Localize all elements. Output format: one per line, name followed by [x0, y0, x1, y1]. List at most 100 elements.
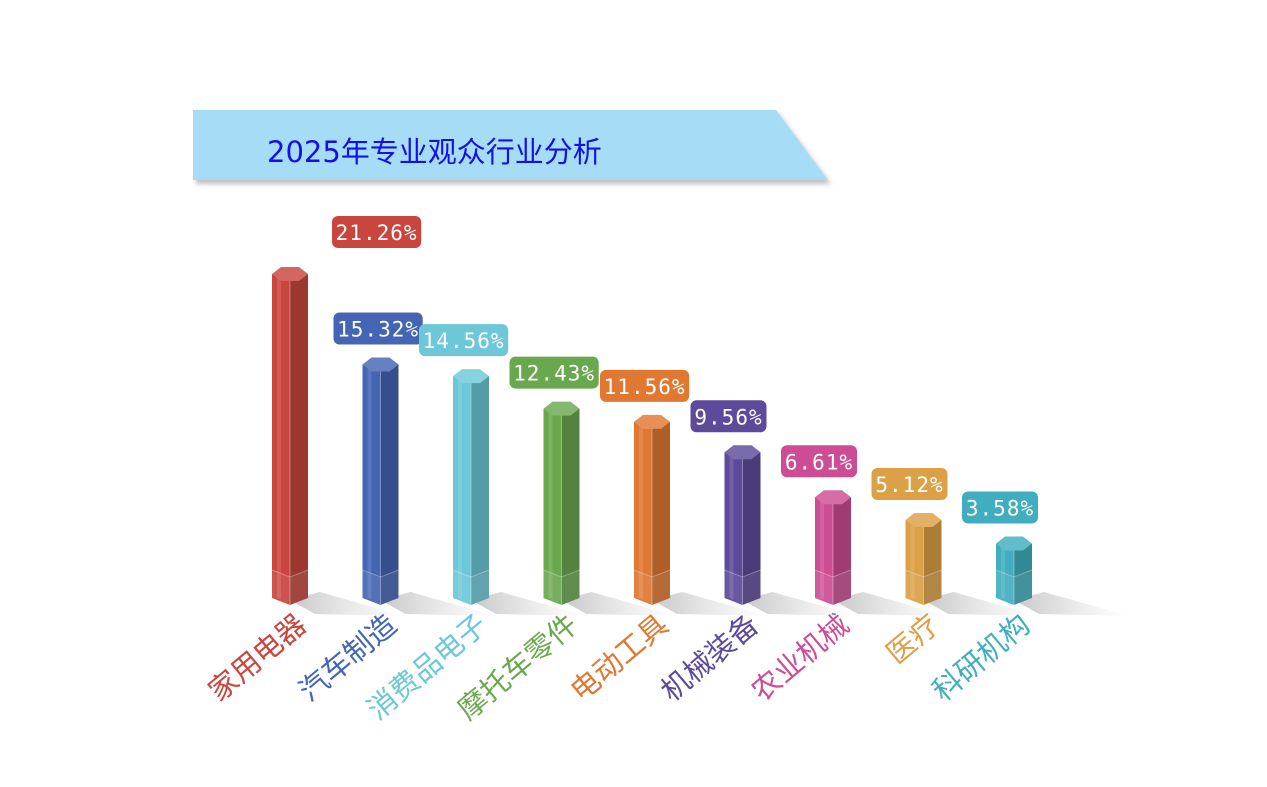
bar — [362, 357, 399, 605]
bar — [995, 536, 1033, 605]
data-label: 6.61% — [781, 445, 857, 478]
category-label: 医疗 — [880, 607, 946, 670]
category-label: 家用电器 — [202, 607, 313, 708]
bar-cap — [815, 490, 851, 505]
data-label: 21.26% — [332, 216, 422, 248]
bar — [633, 414, 671, 605]
data-label: 9.56% — [690, 400, 767, 433]
bar-face-right — [1014, 543, 1032, 605]
bar-highlight — [1001, 546, 1005, 599]
data-label-text: 21.26% — [336, 221, 418, 245]
bar-reflection — [905, 570, 942, 605]
data-label: 15.32% — [333, 312, 423, 345]
data-label-box — [509, 356, 599, 389]
data-labels: 21.26% 15.32% 14.56% 12.43% 11.56% 9.56% 6.61%… — [332, 216, 1038, 524]
bar-cap — [543, 401, 580, 416]
bar-highlight — [548, 411, 553, 599]
bar-face-right — [742, 452, 761, 605]
bar — [452, 369, 490, 605]
data-label: 14.56% — [419, 324, 509, 357]
bar-shadow — [561, 592, 677, 616]
bar-face-right — [380, 364, 399, 605]
data-label-box — [781, 445, 857, 478]
bar-face-right — [923, 519, 942, 605]
bars — [271, 267, 1033, 605]
bar-reflection — [272, 570, 308, 605]
bar-band — [452, 569, 490, 578]
bar-reflection — [543, 570, 580, 605]
bar-face-left — [543, 408, 562, 605]
bar-reflection — [815, 570, 851, 605]
category-label: 农业机械 — [745, 607, 856, 708]
bar-face-left — [905, 519, 924, 605]
bar-face-left — [815, 497, 833, 605]
data-label-box — [690, 400, 767, 433]
bar-band — [362, 569, 399, 578]
data-label: 5.12% — [871, 467, 948, 500]
bar-band — [271, 569, 309, 578]
bar-cap — [724, 445, 761, 460]
bar-shadow — [290, 592, 405, 616]
bar-shadow — [1014, 592, 1129, 616]
data-label-box — [419, 324, 509, 357]
data-label-text: 11.56% — [604, 375, 686, 399]
bar — [814, 490, 852, 605]
bar-cap — [362, 357, 399, 372]
bar-band — [905, 569, 942, 578]
bar-shadows — [290, 592, 1129, 616]
bar-highlight — [910, 522, 915, 599]
bar-highlight — [639, 424, 643, 599]
bar-reflection — [634, 570, 670, 605]
bar — [271, 267, 309, 605]
data-label-box — [332, 216, 422, 248]
bar-face-left — [453, 376, 471, 605]
data-label-box — [962, 491, 1038, 524]
bar-face-left — [724, 452, 743, 605]
data-label: 11.56% — [600, 369, 690, 402]
bar-band — [543, 569, 580, 578]
bar-cap — [905, 512, 942, 527]
data-label-box — [871, 467, 948, 500]
bar-face-left — [272, 274, 290, 605]
bar-cap — [453, 369, 489, 384]
bar-highlight — [458, 379, 462, 599]
bar-face-left — [362, 364, 381, 605]
bar-band — [995, 569, 1033, 578]
bar-band — [633, 569, 671, 578]
bar-shadow — [923, 592, 1039, 616]
category-label: 科研机构 — [926, 607, 1037, 708]
bar-shadow — [742, 592, 858, 616]
bar-face-right — [652, 421, 670, 605]
bar-face-right — [561, 408, 580, 605]
bar-reflection — [453, 570, 489, 605]
category-label: 电动工具 — [564, 607, 675, 708]
bar-cap — [996, 536, 1032, 551]
bar-highlight — [277, 277, 281, 599]
bar-face-left — [634, 421, 652, 605]
data-label-text: 5.12% — [875, 473, 943, 497]
data-label-text: 15.32% — [337, 318, 419, 342]
bar-cap — [634, 414, 670, 429]
bar-face-right — [833, 497, 851, 605]
bar-face-left — [996, 543, 1014, 605]
category-label: 机械装备 — [654, 607, 765, 708]
data-label: 12.43% — [509, 356, 599, 389]
data-label-text: 9.56% — [694, 405, 762, 429]
data-label-text: 6.61% — [785, 450, 853, 474]
data-label-text: 3.58% — [966, 496, 1034, 520]
bar-reflection — [996, 570, 1032, 605]
bar-band — [724, 569, 761, 578]
bar-highlight — [367, 367, 372, 599]
chart-title: 2025年专业观众行业分析 — [267, 135, 602, 169]
bar-reflection — [362, 570, 399, 605]
bar-reflection — [724, 570, 761, 605]
data-label-box — [333, 312, 423, 345]
bar-face-right — [290, 274, 308, 605]
bar-cap — [272, 267, 308, 281]
data-label-text: 14.56% — [423, 329, 505, 353]
bar-shadow — [380, 592, 496, 616]
bar-shadow — [652, 592, 767, 616]
